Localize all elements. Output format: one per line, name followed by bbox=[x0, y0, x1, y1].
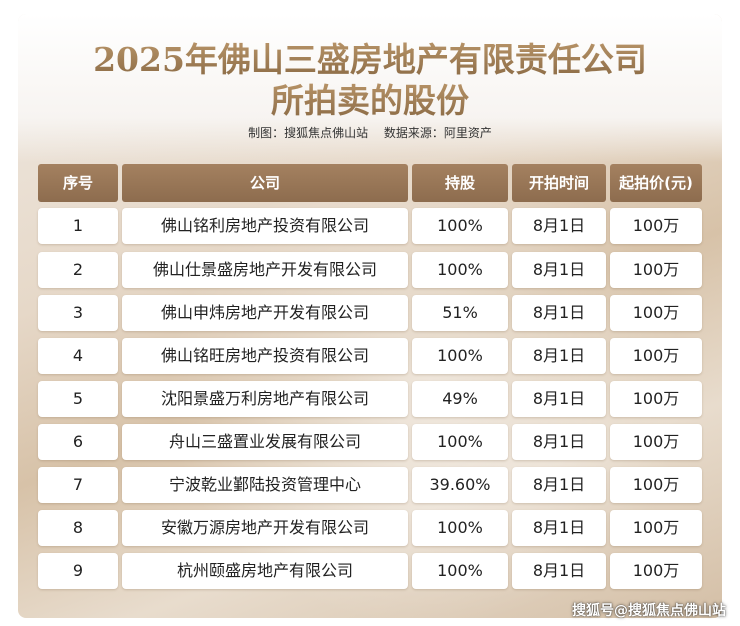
header-index: 序号 bbox=[38, 164, 118, 202]
cell-start-price: 100万 bbox=[610, 467, 702, 503]
cell-company: 佛山仕景盛房地产开发有限公司 bbox=[122, 252, 408, 288]
credit-made-by: 制图：搜狐焦点佛山站 bbox=[248, 126, 369, 140]
cell-index: 4 bbox=[38, 338, 118, 374]
cell-company: 杭州颐盛房地产有限公司 bbox=[122, 553, 408, 589]
header-stake: 持股 bbox=[412, 164, 508, 202]
cell-index: 6 bbox=[38, 424, 118, 460]
cell-start-price: 100万 bbox=[610, 553, 702, 589]
cell-stake: 100% bbox=[412, 252, 508, 288]
cell-stake: 51% bbox=[412, 295, 508, 331]
table-row: 2 佛山仕景盛房地产开发有限公司 100% 8月1日 100万 bbox=[38, 252, 702, 288]
header-company: 公司 bbox=[122, 164, 408, 202]
title-line-2: 所拍卖的股份 bbox=[18, 81, 722, 121]
cell-start-time: 8月1日 bbox=[512, 424, 606, 460]
cell-start-time: 8月1日 bbox=[512, 252, 606, 288]
title-line-1: 2025年佛山三盛房地产有限责任公司 bbox=[18, 40, 722, 80]
cell-start-price: 100万 bbox=[610, 295, 702, 331]
cell-stake: 100% bbox=[412, 338, 508, 374]
cell-start-time: 8月1日 bbox=[512, 338, 606, 374]
cell-start-time: 8月1日 bbox=[512, 295, 606, 331]
cell-company: 佛山铭旺房地产投资有限公司 bbox=[122, 338, 408, 374]
cell-company: 佛山铭利房地产投资有限公司 bbox=[122, 208, 408, 244]
cell-start-price: 100万 bbox=[610, 510, 702, 546]
cell-company: 宁波乾业鄞陆投资管理中心 bbox=[122, 467, 408, 503]
table-row: 8 安徽万源房地产开发有限公司 100% 8月1日 100万 bbox=[38, 510, 702, 546]
cell-company: 舟山三盛置业发展有限公司 bbox=[122, 424, 408, 460]
cell-start-price: 100万 bbox=[610, 424, 702, 460]
cell-index: 2 bbox=[38, 252, 118, 288]
cell-stake: 100% bbox=[412, 424, 508, 460]
cell-index: 9 bbox=[38, 553, 118, 589]
cell-start-time: 8月1日 bbox=[512, 381, 606, 417]
cell-stake: 39.60% bbox=[412, 467, 508, 503]
table-row: 7 宁波乾业鄞陆投资管理中心 39.60% 8月1日 100万 bbox=[38, 467, 702, 503]
cell-start-price: 100万 bbox=[610, 381, 702, 417]
credit-source: 数据来源：阿里资产 bbox=[383, 126, 492, 140]
header-start-time: 开拍时间 bbox=[512, 164, 606, 202]
table-row: 1 佛山铭利房地产投资有限公司 100% 8月1日 100万 bbox=[38, 208, 702, 244]
cell-index: 1 bbox=[38, 208, 118, 244]
cell-start-time: 8月1日 bbox=[512, 553, 606, 589]
table-row: 3 佛山申炜房地产开发有限公司 51% 8月1日 100万 bbox=[38, 295, 702, 331]
infographic-card: 2025年佛山三盛房地产有限责任公司 所拍卖的股份 制图：搜狐焦点佛山站 数据来… bbox=[18, 14, 722, 618]
cell-stake: 100% bbox=[412, 553, 508, 589]
cell-start-time: 8月1日 bbox=[512, 467, 606, 503]
cell-index: 7 bbox=[38, 467, 118, 503]
cell-start-time: 8月1日 bbox=[512, 510, 606, 546]
table-row: 6 舟山三盛置业发展有限公司 100% 8月1日 100万 bbox=[38, 424, 702, 460]
table-header-row: 序号 公司 持股 开拍时间 起拍价(元) bbox=[38, 164, 702, 202]
header: 2025年佛山三盛房地产有限责任公司 所拍卖的股份 制图：搜狐焦点佛山站 数据来… bbox=[18, 14, 722, 162]
table-row: 5 沈阳景盛万利房地产有限公司 49% 8月1日 100万 bbox=[38, 381, 702, 417]
cell-stake: 100% bbox=[412, 510, 508, 546]
cell-index: 3 bbox=[38, 295, 118, 331]
cell-index: 8 bbox=[38, 510, 118, 546]
cell-start-price: 100万 bbox=[610, 252, 702, 288]
cell-company: 佛山申炜房地产开发有限公司 bbox=[122, 295, 408, 331]
cell-company: 安徽万源房地产开发有限公司 bbox=[122, 510, 408, 546]
source-watermark: 搜狐号@搜狐焦点佛山站 bbox=[572, 603, 726, 619]
cell-start-price: 100万 bbox=[610, 208, 702, 244]
header-start-price: 起拍价(元) bbox=[610, 164, 702, 202]
cell-start-time: 8月1日 bbox=[512, 208, 606, 244]
cell-index: 5 bbox=[38, 381, 118, 417]
cell-company: 沈阳景盛万利房地产有限公司 bbox=[122, 381, 408, 417]
cell-start-price: 100万 bbox=[610, 338, 702, 374]
table-row: 4 佛山铭旺房地产投资有限公司 100% 8月1日 100万 bbox=[38, 338, 702, 374]
cell-stake: 100% bbox=[412, 208, 508, 244]
cell-stake: 49% bbox=[412, 381, 508, 417]
table-row: 9 杭州颐盛房地产有限公司 100% 8月1日 100万 bbox=[38, 553, 702, 589]
credits: 制图：搜狐焦点佛山站 数据来源：阿里资产 bbox=[18, 125, 722, 141]
